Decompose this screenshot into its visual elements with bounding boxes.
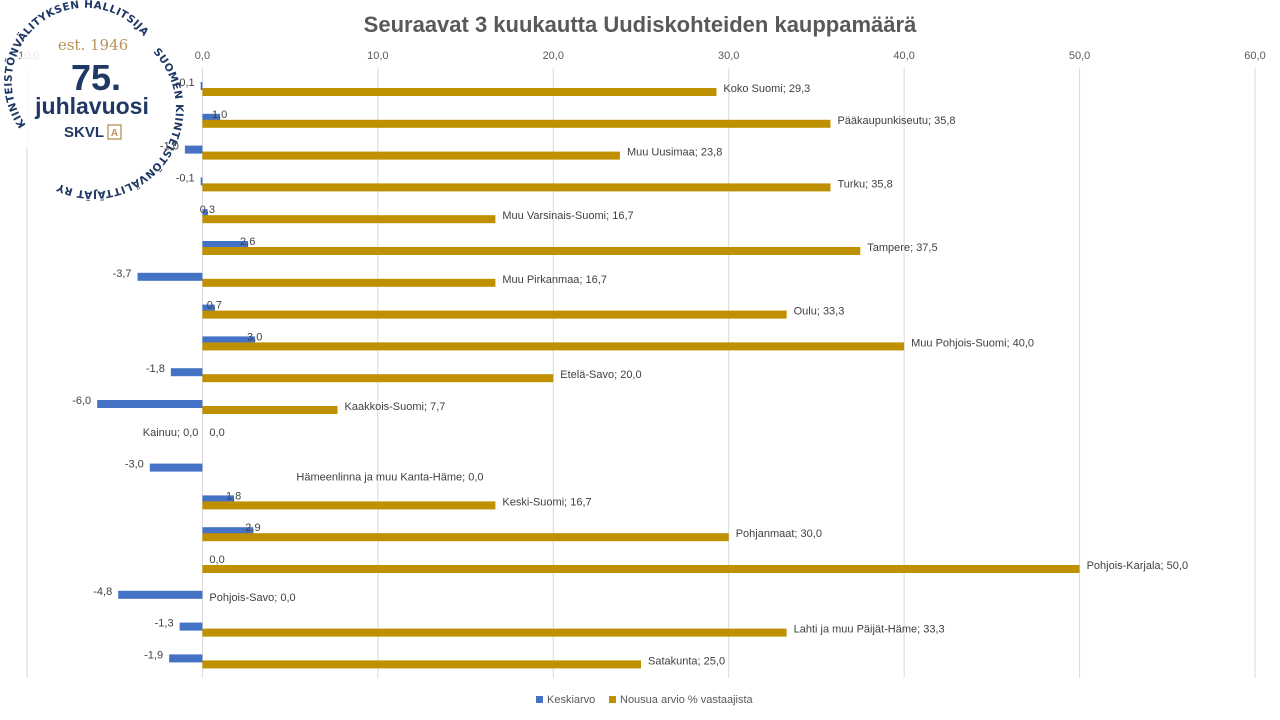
data-label-keskiarvo: -1,0	[160, 141, 179, 153]
bar-nousua	[202, 278, 496, 287]
bar-keskiarvo	[202, 527, 254, 536]
data-label-keskiarvo: 0,0	[209, 554, 224, 566]
data-label-nousua: Muu Varsinais-Suomi; 16,7	[502, 210, 633, 222]
data-label-keskiarvo: 3,0	[247, 331, 262, 343]
bar-nousua	[202, 533, 729, 542]
legend-label-keskiarvo: Keskiarvo	[547, 694, 595, 706]
data-label-nousua: 0,0	[209, 427, 224, 439]
data-label-keskiarvo: -0,1	[176, 77, 195, 89]
x-tick-label: 10,0	[367, 50, 388, 62]
data-label-keskiarvo: -1,8	[146, 363, 165, 375]
data-labels: -0,1 Koko Suomi; 29,3 1,0 Pääkaupunkiseutu;…	[72, 77, 1188, 667]
bar-nousua	[202, 215, 496, 224]
bar-keskiarvo	[169, 654, 203, 663]
data-label-keskiarvo: 2,9	[245, 522, 260, 534]
logo-number: 75.	[71, 57, 121, 98]
data-label-keskiarvo: Kainuu; 0,0	[143, 427, 199, 439]
data-label-nousua: Oulu; 33,3	[794, 306, 845, 318]
data-label-nousua: Pohjois-Karjala; 50,0	[1087, 560, 1189, 572]
logo-brand: SKVL	[64, 124, 104, 141]
x-tick-label: 50,0	[1069, 50, 1090, 62]
legend-swatch-keskiarvo	[536, 696, 543, 703]
bar-series	[97, 82, 1080, 669]
bar-nousua	[202, 247, 861, 255]
bar-nousua	[202, 501, 496, 510]
x-tick-label: 0,0	[195, 50, 210, 62]
data-label-keskiarvo: -3,7	[113, 268, 132, 280]
bar-keskiarvo	[149, 463, 203, 472]
x-tick-label: 30,0	[718, 50, 739, 62]
data-label-keskiarvo: 2,6	[240, 236, 255, 248]
chart-title: Seuraavat 3 kuukautta Uudiskohteiden kau…	[364, 12, 917, 37]
data-label-nousua: Muu Pirkanmaa; 16,7	[502, 274, 607, 286]
bar-nousua	[202, 374, 554, 383]
data-label-nousua: Muu Pohjois-Suomi; 40,0	[911, 337, 1034, 349]
data-label-keskiarvo: 0,7	[207, 300, 222, 312]
bar-nousua	[202, 406, 338, 414]
data-label-nousua: Etelä-Savo; 20,0	[560, 369, 641, 381]
legend-label-nousua: Nousua arvio % vastaajista	[620, 694, 754, 706]
bar-keskiarvo	[202, 336, 256, 345]
data-label-nousua: Satakunta; 25,0	[648, 655, 725, 667]
x-axis-ticks: -10,00,010,020,030,040,050,060,0	[14, 50, 1265, 62]
bar-nousua	[202, 660, 641, 669]
logo-mark-letter: A	[111, 128, 118, 139]
bar-keskiarvo	[202, 304, 215, 313]
logo-mark-icon	[107, 124, 122, 140]
bar-keskiarvo	[97, 400, 203, 408]
data-label-nousua: Pohjanmaat; 30,0	[736, 528, 822, 540]
logo-word: juhlavuosi	[34, 93, 149, 119]
bar-nousua	[202, 565, 1080, 573]
bar-keskiarvo	[202, 113, 220, 122]
bar-keskiarvo	[170, 368, 203, 377]
bar-keskiarvo	[200, 82, 203, 90]
legend: Keskiarvo Nousua arvio % vastaajista	[536, 694, 754, 706]
data-label-keskiarvo: -0,1	[176, 172, 195, 184]
legend-swatch-nousua	[609, 696, 616, 703]
skvl-75-anniversary-logo: KIINTEISTÖNVÄLITYKSEN HALLITSIJA SUOMEN …	[3, 0, 185, 202]
data-label-nousua: Hämeenlinna ja muu Kanta-Häme; 0,0	[296, 472, 483, 484]
bar-nousua	[202, 88, 717, 96]
logo-background	[10, 18, 170, 178]
data-label-nousua: Koko Suomi; 29,3	[723, 83, 810, 95]
data-label-nousua: Turku; 35,8	[837, 178, 892, 190]
data-label-nousua: Kaakkois-Suomi; 7,7	[345, 401, 446, 413]
data-label-nousua: Keski-Suomi; 16,7	[502, 496, 591, 508]
x-tick-label: 20,0	[543, 50, 564, 62]
bar-keskiarvo	[200, 177, 203, 186]
logo-est: est. 1946	[58, 36, 128, 54]
data-label-keskiarvo: 1,0	[212, 109, 227, 121]
bar-keskiarvo	[202, 495, 235, 504]
x-tick-label: 40,0	[893, 50, 914, 62]
x-tick-label: 60,0	[1244, 50, 1265, 62]
data-label-nousua: Muu Uusimaa; 23,8	[627, 147, 722, 159]
data-label-nousua: Pohjois-Savo; 0,0	[209, 592, 295, 604]
data-label-nousua: Lahti ja muu Päijät-Häme; 33,3	[794, 624, 945, 636]
data-label-keskiarvo: -3,0	[125, 459, 144, 471]
data-label-nousua: Pääkaupunkiseutu; 35,8	[837, 115, 955, 127]
gridlines	[26, 68, 1256, 678]
data-label-keskiarvo: -1,3	[155, 618, 174, 630]
bar-nousua	[202, 183, 831, 192]
data-label-keskiarvo: -4,8	[93, 586, 112, 598]
data-label-keskiarvo: -1,9	[144, 649, 163, 661]
bar-keskiarvo	[202, 209, 208, 218]
bar-keskiarvo	[137, 272, 203, 281]
bar-keskiarvo	[184, 145, 203, 154]
data-label-keskiarvo: 1,8	[226, 490, 241, 502]
data-label-keskiarvo: 0,3	[200, 204, 215, 216]
bar-keskiarvo	[118, 590, 203, 599]
bar-nousua	[202, 310, 787, 319]
bar-nousua	[202, 342, 905, 351]
bar-keskiarvo	[202, 241, 249, 249]
bar-keskiarvo	[179, 622, 203, 631]
data-label-nousua: Tampere; 37,5	[867, 242, 937, 254]
bar-nousua	[202, 151, 620, 160]
bar-nousua	[202, 119, 831, 128]
bar-nousua	[202, 628, 787, 637]
data-label-keskiarvo: -6,0	[72, 395, 91, 407]
